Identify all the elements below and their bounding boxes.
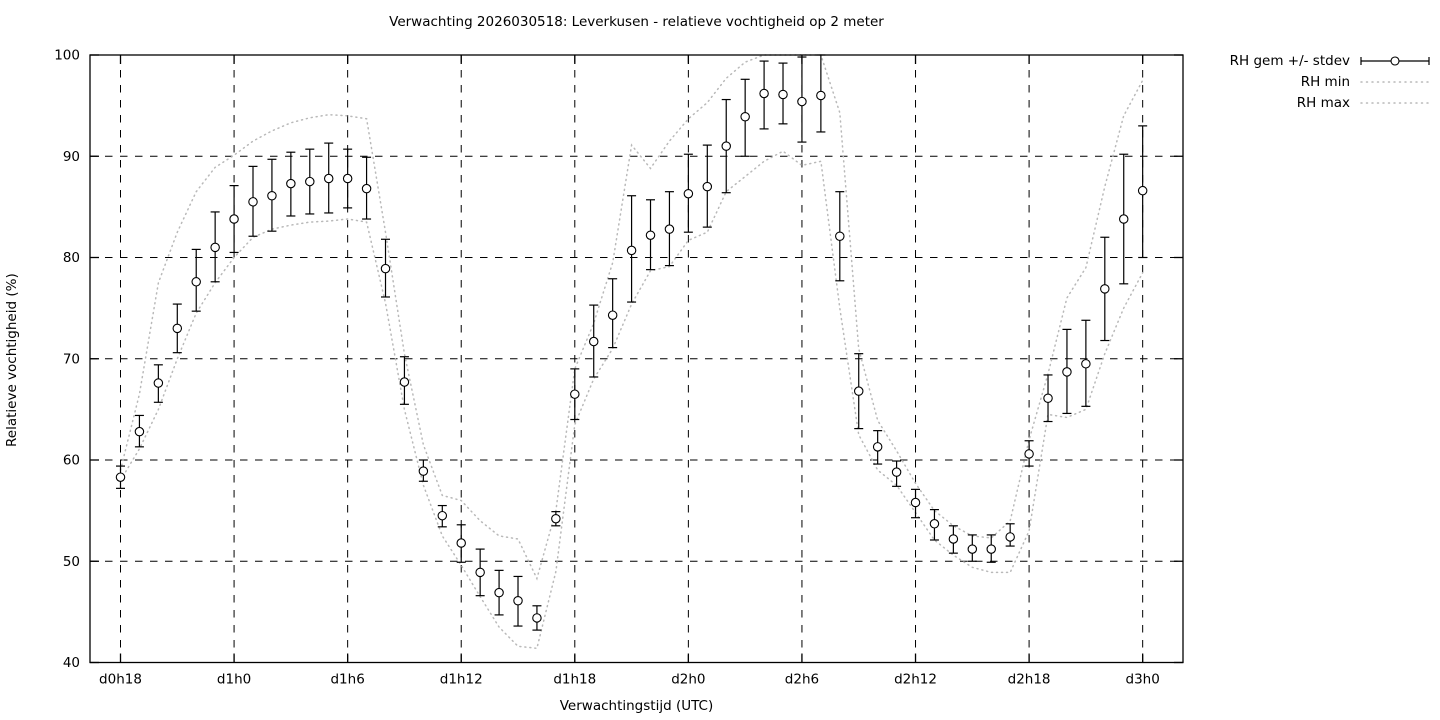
data-point xyxy=(664,224,675,234)
data-point xyxy=(456,538,466,548)
x-tick-label: d1h18 xyxy=(553,672,596,688)
data-point xyxy=(380,263,391,274)
data-point xyxy=(267,190,277,201)
data-point xyxy=(418,466,429,476)
dotted-line-sample-icon xyxy=(1360,101,1430,104)
data-point xyxy=(1100,284,1110,294)
data-point xyxy=(1043,393,1053,403)
chart-title: Verwachting 2026030518: Leverkusen - rel… xyxy=(389,14,884,30)
y-tick-label: 50 xyxy=(63,554,80,570)
data-point xyxy=(929,519,940,529)
errorbar-sample-icon xyxy=(1360,55,1430,66)
data-point xyxy=(286,178,296,189)
legend-row-min: RH min xyxy=(1230,73,1432,90)
data-point xyxy=(570,389,580,399)
data-point xyxy=(210,242,220,253)
data-point xyxy=(475,567,485,578)
x-tick-label: d2h6 xyxy=(785,672,819,688)
y-tick-label: 90 xyxy=(63,149,80,165)
data-point xyxy=(816,90,826,101)
y-axis-label: Relatieve vochtigheid (%) xyxy=(4,273,20,447)
data-point xyxy=(115,472,126,482)
y-tick-label: 40 xyxy=(63,655,80,671)
data-point xyxy=(1024,449,1034,459)
data-point xyxy=(853,386,864,396)
data-point xyxy=(891,467,902,477)
data-point xyxy=(740,112,750,122)
data-point xyxy=(702,181,713,192)
data-point xyxy=(229,214,239,224)
data-point xyxy=(513,595,523,606)
data-point xyxy=(626,245,637,256)
data-point xyxy=(1137,185,1148,196)
legend-label-min: RH min xyxy=(1300,73,1350,90)
data-point xyxy=(588,336,599,347)
data-point xyxy=(967,544,978,554)
data-point xyxy=(1118,214,1129,224)
data-point xyxy=(494,587,504,598)
data-point xyxy=(910,497,921,508)
data-point xyxy=(342,173,353,184)
data-point xyxy=(1062,367,1072,377)
x-tick-label: d2h18 xyxy=(1008,672,1051,688)
legend-row-max: RH max xyxy=(1230,94,1432,111)
data-point xyxy=(948,534,959,544)
rh-min-line xyxy=(119,150,1144,650)
x-tick-label: d0h18 xyxy=(99,672,142,688)
data-point xyxy=(134,426,145,437)
data-point xyxy=(361,183,372,194)
data-point xyxy=(835,231,845,241)
y-tick-label: 100 xyxy=(54,48,80,64)
legend-row-stdev: RH gem +/- stdev xyxy=(1230,52,1432,69)
data-point xyxy=(759,88,769,99)
data-point xyxy=(645,230,656,240)
data-point xyxy=(607,310,618,320)
data-point xyxy=(551,513,561,524)
y-tick-label: 80 xyxy=(63,250,80,266)
x-tick-label: d1h6 xyxy=(330,672,364,688)
data-point xyxy=(1005,532,1015,542)
x-tick-label: d3h0 xyxy=(1126,672,1160,688)
data-point xyxy=(172,323,183,334)
data-point xyxy=(399,377,410,387)
data-point xyxy=(248,197,258,207)
data-point xyxy=(305,176,315,187)
data-point xyxy=(191,277,201,287)
y-tick-label: 70 xyxy=(63,351,80,367)
data-point xyxy=(986,544,996,554)
dotted-line-sample-icon xyxy=(1360,80,1430,83)
x-tick-label: d1h0 xyxy=(217,672,251,688)
data-point xyxy=(1081,359,1091,369)
x-axis-label: Verwachtingstijd (UTC) xyxy=(559,698,714,714)
x-tick-label: d2h0 xyxy=(671,672,705,688)
y-tick-label: 60 xyxy=(63,453,80,469)
data-point xyxy=(721,141,731,151)
data-point xyxy=(683,188,694,199)
x-tick-label: d1h12 xyxy=(440,672,483,688)
data-point xyxy=(797,96,807,107)
data-point xyxy=(437,510,448,521)
data-point xyxy=(153,378,164,388)
rh-max-line xyxy=(119,54,1144,581)
legend-label-max: RH max xyxy=(1296,94,1350,111)
legend-label-stdev: RH gem +/- stdev xyxy=(1229,52,1350,69)
data-point xyxy=(532,613,542,623)
x-tick-label: d2h12 xyxy=(894,672,937,688)
data-point xyxy=(872,442,883,452)
data-point xyxy=(778,89,788,100)
legend: RH gem +/- stdev RH min RH max xyxy=(1230,52,1432,111)
data-point xyxy=(323,173,334,184)
